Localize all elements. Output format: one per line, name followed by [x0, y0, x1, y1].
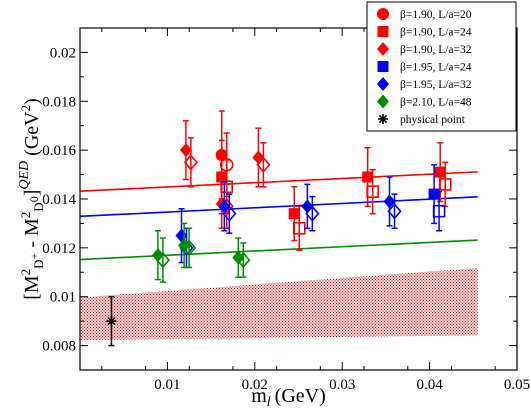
- x-axis-title-unit: (GeV): [275, 385, 326, 407]
- series-group: [428, 164, 446, 232]
- legend: β=1.90, L/a=20 β=1.90, L/a=24 β=1.90, L/a=…: [366, 1, 517, 132]
- error-bar-open: [391, 193, 398, 230]
- y-tick-label: 0.01: [50, 290, 76, 306]
- data-point-filled: [288, 208, 300, 220]
- error-bar-open: [159, 237, 166, 283]
- y-axis-title-part: ): [21, 98, 43, 105]
- y-axis-title-part: (GeV: [21, 111, 43, 161]
- data-point-filled: [179, 143, 192, 158]
- physical-point-marker: [106, 316, 117, 327]
- y-tick-label: 0.018: [42, 94, 76, 110]
- legend-marker: [377, 61, 389, 72]
- error-bar-open: [309, 195, 316, 232]
- y-tick-label: 0.014: [42, 192, 76, 208]
- legend-marker: [377, 77, 389, 91]
- y-axis-title-part: 2: [18, 269, 33, 276]
- x-tick-label: 0.02: [242, 377, 268, 393]
- error-bar-open: [226, 193, 233, 234]
- series-group: [216, 139, 452, 252]
- fit-lines-layer: [79, 171, 478, 261]
- data-point-open: [183, 154, 198, 171]
- y-axis-title-part: [M: [21, 275, 43, 300]
- y-axis-title-part: D: [31, 259, 46, 268]
- asterisk-stroke: [107, 317, 116, 326]
- data-point-filled: [216, 171, 228, 183]
- legend-marker: [377, 42, 389, 56]
- y-axis-title: [M2D+ - M2D0]QED (GeV2): [17, 98, 46, 300]
- legend-label: β=1.95, L/a=24: [400, 62, 472, 74]
- legend-label: β=1.90, L/a=20: [400, 9, 472, 21]
- data-point-filled: [434, 166, 446, 178]
- legend-marker: [377, 26, 389, 37]
- legend-label: β=1.90, L/a=24: [400, 27, 472, 39]
- data-point-filled: [218, 199, 231, 214]
- legend-label: β=1.90, L/a=32: [400, 44, 472, 56]
- error-band: [80, 267, 478, 341]
- legend-box: [366, 1, 517, 132]
- data-point-filled: [151, 248, 164, 263]
- fit-line: [79, 239, 478, 261]
- data-points-layer: [106, 110, 452, 347]
- y-tick-label: 0.016: [42, 143, 76, 159]
- y-axis-title-part: ]: [21, 190, 43, 197]
- x-tick-label: 0.05: [504, 377, 530, 393]
- legend-marker: [378, 114, 388, 124]
- y-tick-label: 0.02: [50, 45, 76, 61]
- series-group: [151, 222, 251, 283]
- legend-marker: [377, 94, 389, 109]
- y-axis-title-part: - M: [21, 218, 43, 253]
- y-tick-label: 0.008: [42, 339, 76, 355]
- y-axis-title-part: 2: [18, 212, 33, 219]
- x-axis-title-sub: l: [267, 395, 271, 410]
- y-axis-title-part: QED: [17, 161, 32, 190]
- legend-marker: [377, 8, 389, 20]
- data-point-open: [387, 202, 402, 220]
- asterisk-stroke: [378, 114, 388, 124]
- x-tick-label: 0.03: [329, 377, 355, 393]
- fit-line: [79, 171, 478, 192]
- legend-label: physical point: [400, 114, 466, 126]
- data-point-filled: [178, 238, 191, 253]
- data-point-filled: [383, 194, 396, 209]
- y-axis-title-part: 2: [18, 105, 33, 112]
- error-bar-open: [260, 142, 267, 188]
- x-tick-label: 0.04: [416, 377, 443, 393]
- y-axis-title-part: D: [31, 202, 46, 211]
- y-axis-title-part: +: [27, 252, 41, 259]
- x-axis-title-main: m: [251, 385, 267, 407]
- y-axis-title-part: 0: [27, 196, 41, 202]
- legend-label: β=1.95, L/a=32: [400, 79, 472, 91]
- fit-line: [79, 196, 478, 218]
- data-point-filled: [428, 188, 440, 200]
- x-axis-title: ml (GeV): [251, 385, 326, 410]
- error-bar-open: [187, 137, 194, 188]
- data-point-filled: [301, 199, 314, 214]
- legend-label: β=2.10, L/a=48: [400, 97, 472, 109]
- error-band-layer: [80, 267, 478, 341]
- x-tick-label: 0.01: [154, 377, 180, 393]
- y-tick-label: 0.012: [42, 241, 76, 257]
- series-group: [106, 295, 117, 347]
- data-point-filled: [362, 171, 374, 183]
- data-point-filled: [252, 150, 265, 165]
- data-point-filled: [232, 250, 245, 265]
